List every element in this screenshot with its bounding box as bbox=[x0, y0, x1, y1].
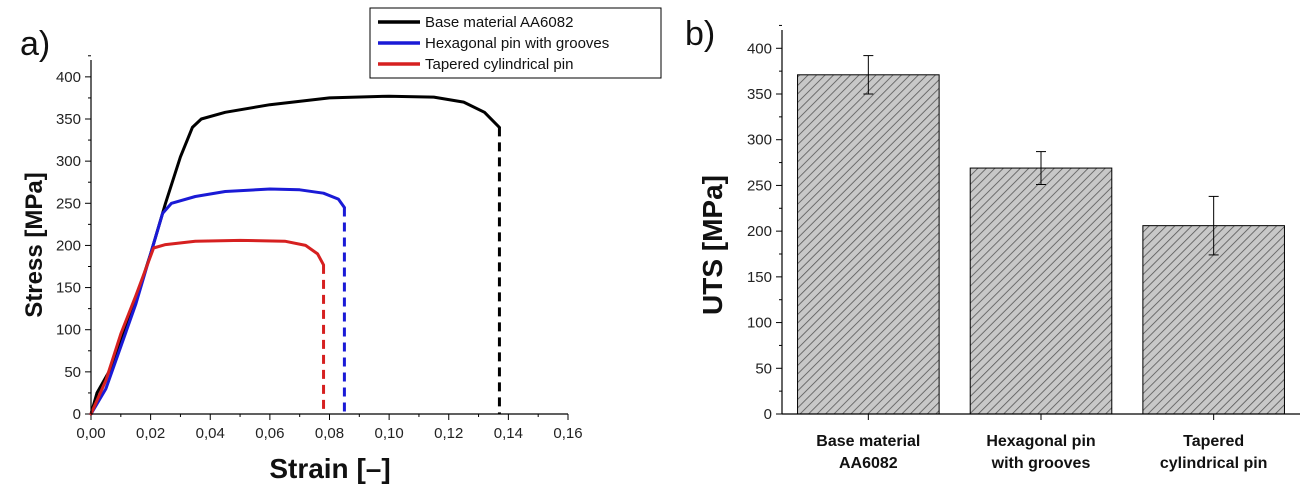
panel-a-label: a) bbox=[20, 25, 50, 63]
panel-b-label: b) bbox=[685, 15, 715, 53]
category-label: Tapered bbox=[1183, 433, 1244, 450]
y-tick-label: 250 bbox=[747, 177, 772, 194]
x-axis-title-strain: Strain [–] bbox=[269, 453, 390, 484]
x-tick-label: 0,08 bbox=[315, 425, 344, 442]
category-label: AA6082 bbox=[839, 455, 898, 472]
y-tick-label: 350 bbox=[747, 86, 772, 103]
y-tick-label: 150 bbox=[56, 280, 81, 297]
stress-strain-chart: a) 0,00 0,02 0,04 0,06 0,08 0,10 0,12 0,14 0,160… bbox=[20, 7, 662, 484]
stress-strain-series bbox=[89, 94, 501, 416]
x-tick-label: 0,04 bbox=[196, 425, 225, 442]
series-line bbox=[89, 94, 501, 416]
y-tick-label: 300 bbox=[56, 153, 81, 170]
category-label: cylindrical pin bbox=[1160, 455, 1268, 472]
uts-bar bbox=[969, 167, 1113, 415]
uts-bar bbox=[797, 74, 940, 415]
series-line bbox=[89, 238, 325, 416]
x-tick-label: 0,02 bbox=[136, 425, 165, 442]
uts-bars bbox=[797, 55, 1285, 415]
y-tick-label: 100 bbox=[747, 315, 772, 332]
uts-bar bbox=[1142, 225, 1285, 415]
legend-entry: Tapered cylindrical pin bbox=[425, 56, 573, 73]
y-tick-label: 350 bbox=[56, 111, 81, 128]
y-axis-title-uts: UTS [MPa] bbox=[697, 175, 728, 315]
stress-strain-axes bbox=[90, 60, 568, 415]
x-tick-label: 0,06 bbox=[255, 425, 284, 442]
uts-bar-chart: b) 0 50 100 150 200 250 300 350 400 UTS [MPa] Ba… bbox=[685, 15, 1300, 472]
uts-axes bbox=[781, 30, 1300, 420]
uts-ticks: 0 50 100 150 200 250 300 350 400 bbox=[747, 24, 782, 423]
y-tick-label: 50 bbox=[64, 364, 81, 381]
series-line bbox=[89, 187, 346, 416]
y-tick-label: 400 bbox=[56, 69, 81, 86]
category-label: with grooves bbox=[991, 455, 1091, 472]
category-label: Hexagonal pin bbox=[986, 433, 1095, 450]
y-tick-label: 200 bbox=[747, 223, 772, 240]
y-tick-label: 100 bbox=[56, 322, 81, 339]
x-tick-label: 0,14 bbox=[494, 425, 523, 442]
x-tick-label: 0,00 bbox=[76, 425, 105, 442]
legend-entry: Base material AA6082 bbox=[425, 14, 573, 31]
y-tick-label: 0 bbox=[73, 406, 81, 423]
legend-entry: Hexagonal pin with grooves bbox=[425, 35, 609, 52]
legend: Base material AA6082 Hexagonal pin with g… bbox=[369, 7, 662, 79]
category-label: Base material bbox=[816, 433, 920, 450]
x-tick-label: 0,12 bbox=[434, 425, 463, 442]
y-tick-label: 250 bbox=[56, 195, 81, 212]
x-tick-label: 0,16 bbox=[553, 425, 582, 442]
y-axis-title-stress: Stress [MPa] bbox=[21, 172, 48, 317]
y-tick-label: 400 bbox=[747, 40, 772, 57]
y-tick-label: 200 bbox=[56, 237, 81, 254]
y-tick-label: 150 bbox=[747, 269, 772, 286]
x-tick-label: 0,10 bbox=[375, 425, 404, 442]
y-tick-label: 50 bbox=[755, 360, 772, 377]
uts-category-labels: Base material AA6082 Hexagonal pin with gro… bbox=[816, 433, 1267, 472]
stress-strain-ticks: 0,00 0,02 0,04 0,06 0,08 0,10 0,12 0,14 0,16 0 50 1… bbox=[56, 55, 583, 442]
y-tick-label: 300 bbox=[747, 132, 772, 149]
y-tick-label: 0 bbox=[764, 406, 772, 423]
